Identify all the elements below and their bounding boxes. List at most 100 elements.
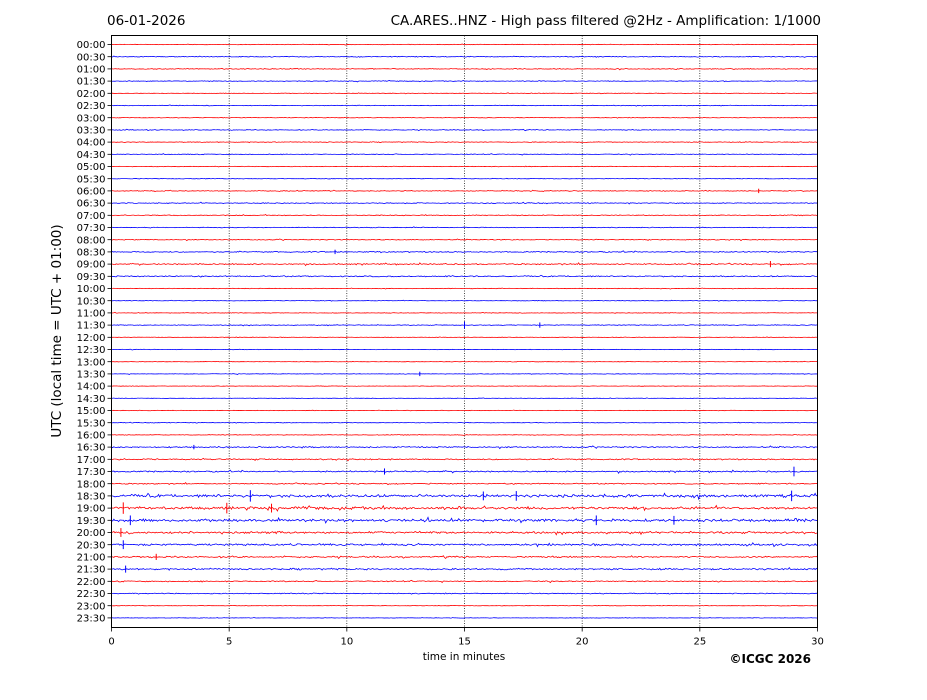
x-tick-label: 0 <box>108 637 114 648</box>
y-tick-label: 02:30 <box>77 101 106 112</box>
trace-row <box>111 433 818 436</box>
y-tick-label: 23:30 <box>77 614 106 625</box>
trace-row <box>111 373 818 375</box>
grid-lines <box>228 35 701 628</box>
y-tick-label: 00:00 <box>77 40 106 51</box>
trace-row <box>111 409 818 412</box>
x-tick-label: 25 <box>693 637 706 648</box>
trace-row <box>111 516 818 524</box>
x-tick-label: 5 <box>226 637 232 648</box>
y-tick-label: 12:30 <box>77 345 106 356</box>
trace-row <box>111 213 818 217</box>
trace-row <box>111 116 818 119</box>
trace-row <box>111 504 818 512</box>
trace-row <box>111 492 818 501</box>
y-tick-label: 17:00 <box>77 455 106 466</box>
trace-row <box>111 617 818 619</box>
x-tick-label: 30 <box>811 637 824 648</box>
y-tick-label: 16:00 <box>77 431 106 442</box>
y-tick-label: 06:30 <box>77 199 106 210</box>
trace-row <box>111 141 818 144</box>
y-tick-label: 05:30 <box>77 174 106 185</box>
y-tick-label: 14:00 <box>77 382 106 393</box>
y-tick-label: 00:30 <box>77 52 106 63</box>
trace-row <box>111 250 818 254</box>
y-tick-label: 10:00 <box>77 284 106 295</box>
y-tick-label: 11:00 <box>77 309 106 320</box>
y-tick-label: 19:00 <box>77 504 106 515</box>
x-tick-label: 10 <box>340 637 353 648</box>
y-tick-label: 15:00 <box>77 406 106 417</box>
y-tick-label: 08:00 <box>77 235 106 246</box>
y-tick-label: 13:30 <box>77 370 106 381</box>
trace-row <box>111 287 818 290</box>
plot-frame <box>111 35 818 628</box>
y-tick-label: 01:00 <box>77 65 106 76</box>
y-tick-label: 18:30 <box>77 492 106 503</box>
y-tick-label: 20:00 <box>77 528 106 539</box>
copyright-notice: ©ICGC 2026 <box>729 652 811 666</box>
y-tick-label: 15:30 <box>77 418 106 429</box>
trace-row <box>111 555 818 560</box>
trace-row <box>111 262 818 267</box>
trace-row <box>111 92 818 95</box>
trace-row <box>111 128 818 132</box>
trace-row <box>111 336 818 339</box>
x-axis-label: time in minutes <box>423 651 505 663</box>
y-tick-label: 16:30 <box>77 443 106 454</box>
y-tick-label: 09:00 <box>77 260 106 271</box>
y-tick-label: 21:00 <box>77 553 106 564</box>
trace-row <box>111 153 818 156</box>
y-tick-label: 05:00 <box>77 162 106 173</box>
y-tick-label: 23:00 <box>77 601 106 612</box>
y-tick-label: 01:30 <box>77 77 106 88</box>
trace-row <box>111 43 818 46</box>
y-tick-label: 04:30 <box>77 150 106 161</box>
trace-row <box>111 604 818 607</box>
y-axis-label: UTC (local time = UTC + 01:00) <box>49 224 65 437</box>
trace-row <box>111 385 818 387</box>
y-tick-label: 21:30 <box>77 565 106 576</box>
trace-row <box>111 201 818 205</box>
x-tick-label: 20 <box>576 637 589 648</box>
y-tick-label: 07:00 <box>77 211 106 222</box>
trace-row <box>111 274 818 278</box>
trace-row <box>111 67 818 71</box>
trace-row <box>111 311 818 314</box>
y-tick-label: 14:30 <box>77 394 106 405</box>
y-tick-label: 22:00 <box>77 577 106 588</box>
x-tick-label: 15 <box>458 637 471 648</box>
trace-row <box>111 165 818 168</box>
trace-row <box>111 469 818 474</box>
trace-row <box>111 566 818 571</box>
trace-row <box>111 299 818 302</box>
chart-date: 06-01-2026 <box>107 13 185 29</box>
chart-title: CA.ARES..HNZ - High pass filtered @2Hz -… <box>391 13 821 29</box>
y-tick-label: 13:00 <box>77 357 106 368</box>
trace-row <box>111 55 818 58</box>
y-tick-label: 18:00 <box>77 479 106 490</box>
trace-row <box>111 481 818 486</box>
y-tick-label: 17:30 <box>77 467 106 478</box>
trace-row <box>111 177 818 180</box>
y-tick-label: 07:30 <box>77 223 106 234</box>
trace-row <box>111 445 818 450</box>
trace-row <box>111 397 818 400</box>
trace-row <box>111 579 818 584</box>
y-tick-label: 19:30 <box>77 516 106 527</box>
y-tick-label: 20:30 <box>77 540 106 551</box>
trace-row <box>111 592 818 595</box>
trace-row <box>111 79 818 83</box>
trace-row <box>111 189 818 193</box>
y-tick-label: 22:30 <box>77 589 106 600</box>
trace-row <box>111 530 818 536</box>
trace-row <box>111 421 818 424</box>
y-tick-label: 09:30 <box>77 272 106 283</box>
y-tick-label: 06:00 <box>77 187 106 198</box>
trace-row <box>111 457 818 462</box>
y-tick-label: 02:00 <box>77 89 106 100</box>
trace-row <box>111 348 818 351</box>
